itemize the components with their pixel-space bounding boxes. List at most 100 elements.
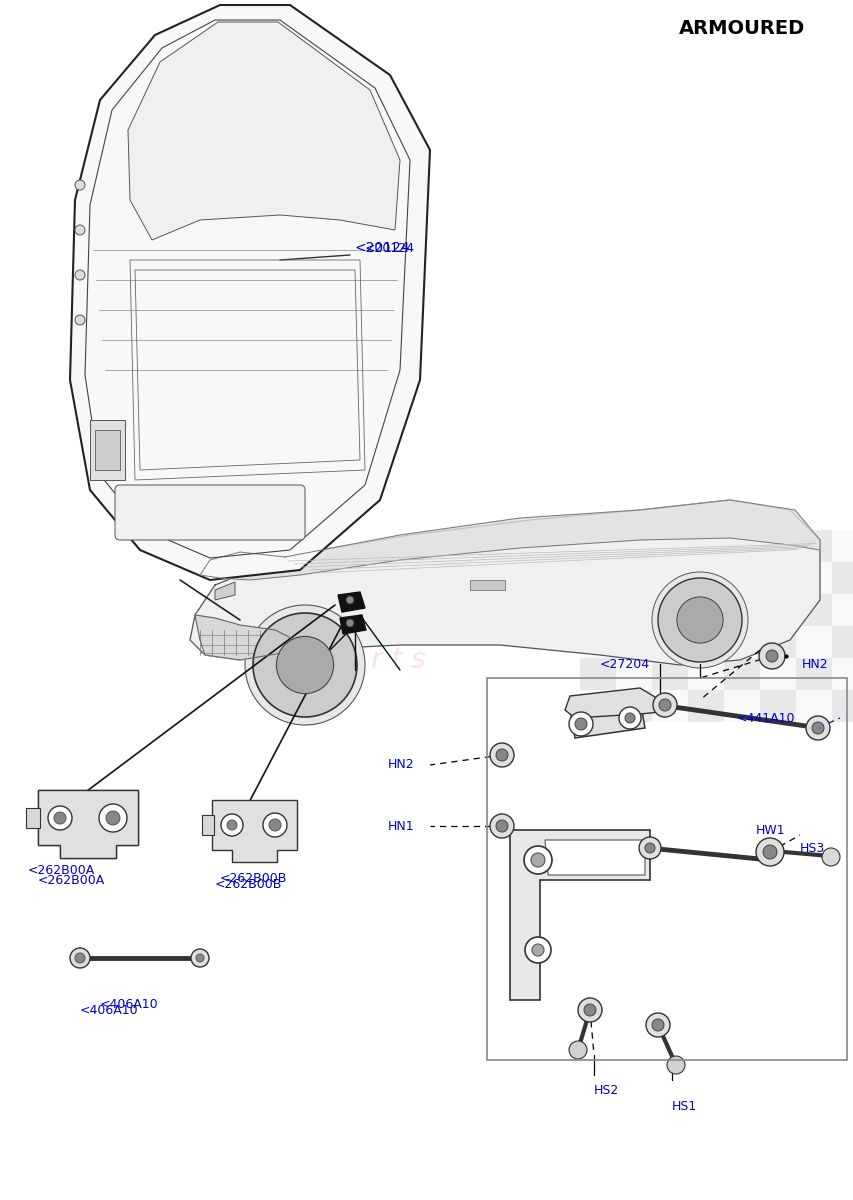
Circle shape bbox=[525, 937, 550, 962]
Circle shape bbox=[252, 613, 357, 716]
Bar bbox=[723, 626, 759, 658]
Bar bbox=[831, 594, 853, 626]
Text: <262B00B: <262B00B bbox=[215, 877, 282, 890]
Polygon shape bbox=[509, 830, 649, 1000]
Bar bbox=[651, 530, 688, 562]
Bar bbox=[723, 562, 759, 594]
Text: <262B00B: <262B00B bbox=[220, 871, 287, 884]
Bar bbox=[615, 626, 651, 658]
Bar bbox=[615, 658, 651, 690]
Circle shape bbox=[638, 838, 660, 859]
Circle shape bbox=[48, 806, 72, 830]
Bar bbox=[651, 594, 688, 626]
Circle shape bbox=[496, 820, 508, 832]
Circle shape bbox=[676, 596, 722, 643]
Polygon shape bbox=[212, 800, 297, 862]
Circle shape bbox=[644, 842, 654, 853]
Bar bbox=[759, 562, 795, 594]
Bar bbox=[688, 594, 723, 626]
Polygon shape bbox=[569, 700, 644, 738]
Bar bbox=[831, 530, 853, 562]
Bar bbox=[723, 690, 759, 722]
Polygon shape bbox=[194, 614, 299, 660]
Bar bbox=[651, 562, 688, 594]
Polygon shape bbox=[215, 582, 235, 600]
Bar bbox=[651, 626, 688, 658]
FancyBboxPatch shape bbox=[115, 485, 305, 540]
Bar bbox=[615, 594, 651, 626]
Text: <406A10: <406A10 bbox=[100, 998, 159, 1012]
Circle shape bbox=[75, 314, 85, 325]
Bar bbox=[795, 626, 831, 658]
Polygon shape bbox=[38, 790, 138, 858]
Circle shape bbox=[490, 814, 514, 838]
Circle shape bbox=[70, 948, 90, 968]
Bar bbox=[759, 594, 795, 626]
Bar bbox=[579, 690, 615, 722]
Circle shape bbox=[75, 226, 85, 235]
Bar bbox=[90, 420, 125, 480]
Bar bbox=[615, 562, 651, 594]
Circle shape bbox=[75, 180, 85, 190]
Circle shape bbox=[577, 998, 601, 1022]
Bar bbox=[26, 808, 40, 828]
Bar bbox=[723, 594, 759, 626]
Circle shape bbox=[568, 1040, 586, 1058]
Bar bbox=[615, 690, 651, 722]
Bar bbox=[579, 530, 615, 562]
Bar bbox=[795, 690, 831, 722]
Circle shape bbox=[618, 707, 641, 728]
Bar bbox=[688, 658, 723, 690]
Circle shape bbox=[574, 718, 586, 730]
Circle shape bbox=[651, 572, 747, 668]
Circle shape bbox=[624, 713, 635, 722]
Circle shape bbox=[583, 1004, 595, 1016]
Text: <20124: <20124 bbox=[355, 241, 410, 254]
Polygon shape bbox=[338, 592, 364, 612]
Circle shape bbox=[245, 605, 364, 725]
Text: HS2: HS2 bbox=[594, 1084, 618, 1097]
Text: <441A10: <441A10 bbox=[736, 712, 794, 725]
Polygon shape bbox=[565, 688, 659, 718]
Text: HN1: HN1 bbox=[387, 820, 415, 833]
Bar bbox=[95, 430, 120, 470]
Bar bbox=[688, 562, 723, 594]
Circle shape bbox=[191, 949, 209, 967]
Circle shape bbox=[762, 845, 776, 859]
Circle shape bbox=[755, 838, 783, 866]
Polygon shape bbox=[544, 840, 644, 875]
Circle shape bbox=[805, 716, 829, 740]
Bar bbox=[579, 658, 615, 690]
Circle shape bbox=[490, 743, 514, 767]
Circle shape bbox=[99, 804, 127, 832]
Bar bbox=[651, 690, 688, 722]
Bar bbox=[579, 626, 615, 658]
Circle shape bbox=[657, 578, 741, 662]
Bar bbox=[831, 562, 853, 594]
Text: <27204: <27204 bbox=[600, 658, 649, 671]
Circle shape bbox=[531, 853, 544, 866]
Bar bbox=[759, 658, 795, 690]
Circle shape bbox=[651, 1019, 664, 1031]
Circle shape bbox=[821, 848, 839, 866]
Text: scuderia: scuderia bbox=[245, 599, 434, 642]
Bar bbox=[795, 658, 831, 690]
Circle shape bbox=[765, 650, 777, 662]
Bar bbox=[795, 562, 831, 594]
Circle shape bbox=[531, 944, 543, 956]
Bar bbox=[651, 658, 688, 690]
Circle shape bbox=[221, 814, 243, 836]
Text: <262B00A: <262B00A bbox=[38, 874, 105, 887]
Polygon shape bbox=[38, 790, 138, 858]
Polygon shape bbox=[200, 500, 819, 580]
Circle shape bbox=[75, 270, 85, 280]
Bar bbox=[759, 530, 795, 562]
Bar bbox=[688, 690, 723, 722]
Bar bbox=[795, 594, 831, 626]
Text: HN2: HN2 bbox=[801, 658, 827, 671]
Circle shape bbox=[106, 811, 120, 826]
Bar bbox=[759, 626, 795, 658]
Bar bbox=[831, 658, 853, 690]
Text: <262B00A: <262B00A bbox=[28, 864, 96, 876]
Bar bbox=[831, 626, 853, 658]
